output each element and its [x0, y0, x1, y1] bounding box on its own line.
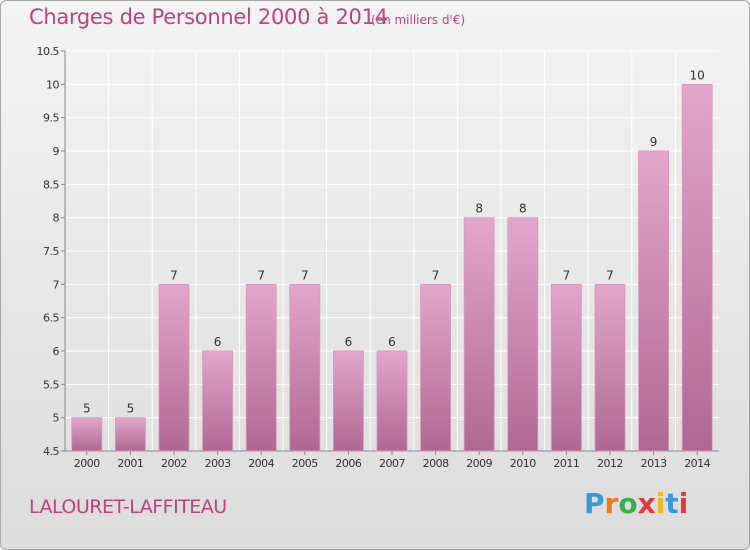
bar-2005 [289, 283, 321, 452]
data-label-2000: 5 [83, 402, 91, 416]
x-tick-label: 2009 [466, 457, 492, 470]
data-label-2012: 7 [606, 268, 614, 282]
logo-letter: P [584, 487, 605, 520]
bar-2010 [507, 217, 539, 452]
y-tick-label: 4.5 [43, 445, 59, 458]
data-label-2011: 7 [563, 268, 571, 282]
x-tick-label: 2012 [597, 457, 623, 470]
x-tick-label: 2006 [335, 457, 361, 470]
bar-2000 [71, 417, 103, 452]
data-label-2004: 7 [257, 268, 265, 282]
bar-2014 [681, 83, 713, 452]
x-tick-label: 2004 [248, 457, 274, 470]
data-label-2002: 7 [170, 268, 178, 282]
logo-letter: i [655, 487, 666, 520]
logo-letter: x [637, 487, 656, 520]
proxiti-logo: Proxiti [584, 487, 688, 520]
data-label-2007: 6 [388, 335, 396, 349]
y-tick-label: 5.5 [43, 378, 59, 391]
x-tick-label: 2013 [641, 457, 667, 470]
y-tick-label: 9.5 [43, 112, 59, 125]
data-label-2010: 8 [519, 202, 527, 216]
data-label-2001: 5 [127, 402, 135, 416]
y-tick-label: 10 [46, 78, 59, 91]
y-tick-label: 6.5 [43, 312, 59, 325]
x-tick-label: 2002 [161, 457, 187, 470]
chart-subtitle: (en milliers d'€) [371, 13, 466, 27]
y-tick-label: 8.5 [43, 178, 59, 191]
y-tick-label: 7 [53, 278, 60, 291]
logo-letter: o [618, 487, 638, 520]
bar-2011 [551, 283, 582, 452]
bar-2012 [594, 283, 626, 452]
commune-name: LALOURET-LAFFITEAU [29, 496, 227, 518]
bar-2003 [202, 350, 234, 452]
logo-letter: r [604, 487, 619, 520]
bar-2002 [158, 283, 190, 452]
x-tick-label: 2014 [684, 457, 710, 470]
x-tick-label: 2005 [292, 457, 318, 470]
data-labels: 5 5 7 6 7 7 6 6 7 8 8 7 7 9 10 [83, 68, 705, 415]
bar-2007 [376, 350, 408, 452]
y-tick-label: 6 [53, 345, 60, 358]
bar-2004 [245, 283, 277, 452]
data-label-2008: 7 [432, 268, 440, 282]
y-tick-label: 5 [53, 412, 60, 425]
x-tick-label: 2010 [510, 457, 536, 470]
bar-2013 [638, 150, 669, 452]
data-label-2013: 9 [650, 135, 658, 149]
data-label-2009: 8 [475, 202, 483, 216]
x-tick-label: 2003 [205, 457, 231, 470]
x-tick-label: 2007 [379, 457, 405, 470]
x-tick-label: 2011 [553, 457, 579, 470]
x-tick-label: 2008 [423, 457, 449, 470]
y-tick-label: 10.5 [37, 45, 60, 58]
logo-letter: i [678, 487, 689, 520]
bar-2006 [332, 350, 364, 452]
bar-2001 [115, 417, 146, 452]
data-label-2006: 6 [345, 335, 353, 349]
data-label-2003: 6 [214, 335, 222, 349]
x-tick-label: 2000 [74, 457, 100, 470]
data-label-2014: 10 [690, 68, 705, 82]
y-tick-label: 9 [53, 145, 60, 158]
bar-2008 [420, 283, 452, 452]
chart-title: Charges de Personnel 2000 à 2014 [29, 5, 388, 29]
data-label-2005: 7 [301, 268, 309, 282]
x-tick-label: 2001 [117, 457, 143, 470]
y-tick-label: 7.5 [43, 245, 59, 258]
bars [71, 83, 713, 452]
bar-2009 [463, 217, 495, 452]
logo-letter: t [665, 487, 679, 520]
y-tick-label: 8 [53, 212, 60, 225]
